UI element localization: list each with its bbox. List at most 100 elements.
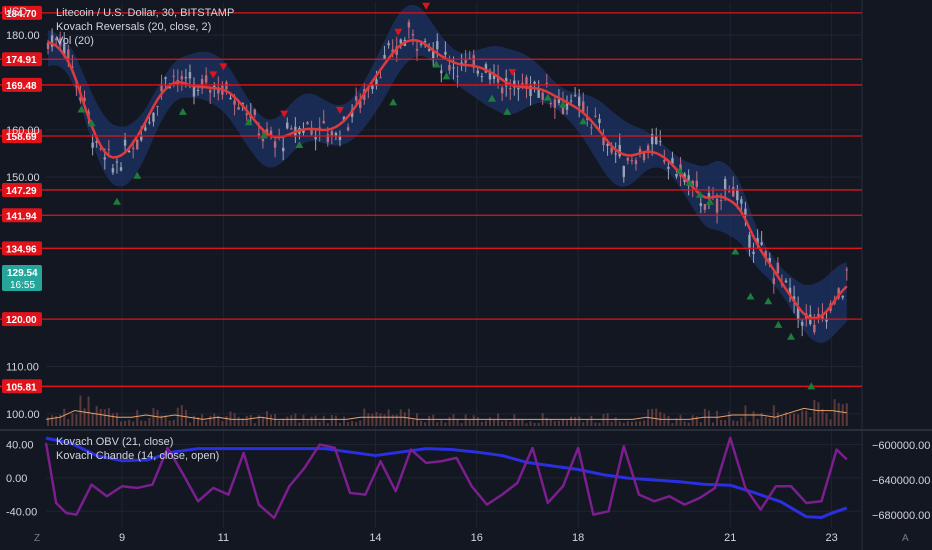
candle-body-185 (796, 307, 800, 320)
candle-body-45 (229, 97, 232, 100)
indicator-legend-volume[interactable]: Vol (20) (56, 35, 94, 47)
candle-body-0 (46, 42, 50, 49)
reversal-signals (77, 2, 816, 390)
candle-body-30 (168, 86, 171, 89)
buy-signal-11 (488, 94, 497, 102)
candle-body-140 (614, 153, 617, 155)
candle-body-108 (484, 64, 488, 73)
candle-body-131 (577, 96, 581, 106)
horizontal-levels[interactable]: 184.70 174.91 169.48 158.69 147.29 141.94 134.… (0, 5, 862, 394)
buy-signal-24 (787, 332, 796, 340)
currency-label[interactable]: USD (4, 6, 28, 18)
candle-body-22 (136, 139, 139, 150)
sub-pane-grid (46, 444, 862, 512)
zoom-icon[interactable]: Z (34, 533, 41, 544)
candle-body-107 (480, 76, 484, 78)
sell-signal-1 (209, 71, 218, 79)
candle-body-35 (188, 72, 192, 79)
level-label-6: 134.96 (6, 244, 37, 255)
buy-signal-18 (695, 190, 704, 198)
x-tick-label-0: 9 (119, 532, 125, 544)
countdown-label: 16:55 (10, 280, 35, 291)
candle-body-49 (245, 113, 248, 116)
indicator-legend-reversals[interactable]: Kovach Reversals (20, close, 2) (56, 21, 212, 33)
band-area (48, 4, 847, 343)
sub-right-tick-label-0: −600000.00 (872, 440, 930, 452)
candle-body-5 (67, 49, 70, 61)
candle-body-85 (391, 49, 394, 53)
candle-body-122 (541, 92, 544, 100)
candle-body-80 (371, 84, 374, 90)
indicator-legend-obv[interactable]: Kovach OBV (21, close) (56, 436, 174, 448)
candle-body-86 (395, 46, 398, 55)
candle-body-94 (427, 48, 431, 51)
buy-signal-3 (133, 171, 142, 179)
level-badge-3 (2, 129, 42, 144)
x-tick-label-2: 14 (369, 532, 381, 544)
candle-body-46 (233, 100, 236, 105)
sub-series-0 (45, 436, 848, 520)
candle-body-159 (691, 181, 694, 187)
candle-body-93 (423, 40, 427, 42)
auto-scale-icon[interactable]: A (902, 533, 909, 544)
candle-body-87 (399, 39, 402, 44)
candle-body-12 (95, 140, 98, 143)
candle-body-33 (180, 76, 184, 80)
candle-body-179 (772, 278, 776, 285)
indicator-legend-chande[interactable]: Kovach Chande (14, close, open) (56, 450, 220, 462)
level-badge-2 (2, 77, 42, 92)
candle-body-114 (509, 88, 512, 90)
sub-left-tick-label-2: -40.00 (6, 506, 37, 518)
candle-body-72 (338, 136, 342, 141)
level-badge-7 (2, 312, 42, 327)
candle-body-168 (728, 191, 731, 193)
candle-body-64 (306, 122, 309, 125)
candle-body-195 (837, 288, 840, 299)
candle-body-52 (257, 133, 261, 136)
candle-body-17 (115, 161, 119, 163)
candle-body-109 (488, 72, 492, 80)
y-tick-label-1: 110.00 (6, 361, 39, 373)
level-label-2: 169.48 (6, 81, 37, 92)
buy-signal-5 (244, 118, 253, 126)
candle-body-16 (111, 168, 115, 173)
sub-series-1 (44, 436, 848, 520)
candle-body-47 (237, 107, 240, 110)
buy-signal-4 (178, 107, 187, 115)
sell-signal-0 (219, 63, 228, 71)
candle-body-21 (131, 147, 135, 149)
buy-signal-6 (259, 131, 268, 139)
candle-body-115 (513, 80, 516, 88)
candle-body-137 (602, 137, 605, 146)
candle-body-172 (744, 208, 747, 217)
buy-signal-15 (579, 117, 588, 125)
level-label-8: 105.81 (6, 382, 37, 393)
candle-body-166 (719, 200, 723, 202)
candle-body-81 (375, 79, 378, 86)
candle-body-135 (594, 115, 597, 117)
candle-body-76 (354, 96, 358, 101)
sub-pane-series (44, 436, 848, 520)
candle-body-139 (610, 147, 613, 153)
candle-body-134 (590, 127, 593, 129)
candle-body-119 (529, 85, 532, 97)
candle-body-70 (330, 131, 334, 137)
buy-signal-9 (432, 60, 441, 68)
buy-signal-7 (295, 141, 304, 148)
candle-body-58 (281, 147, 285, 152)
candle-body-38 (200, 79, 204, 89)
candle-body-65 (310, 128, 313, 135)
candle-body-97 (440, 70, 443, 74)
candle-body-153 (667, 166, 670, 169)
level-label-3: 158.69 (6, 132, 37, 143)
candle-body-170 (736, 189, 739, 201)
axes: 100.00110.00150.00160.00180.00129.5416:5… (2, 30, 930, 544)
candle-body-18 (119, 167, 123, 171)
last-price-badge (2, 264, 42, 291)
buy-signal-10 (442, 72, 451, 80)
candle-body-147 (642, 153, 646, 160)
candle-body-180 (776, 262, 780, 274)
y-tick-label-0: 100.00 (6, 409, 40, 421)
candle-body-152 (663, 160, 666, 162)
